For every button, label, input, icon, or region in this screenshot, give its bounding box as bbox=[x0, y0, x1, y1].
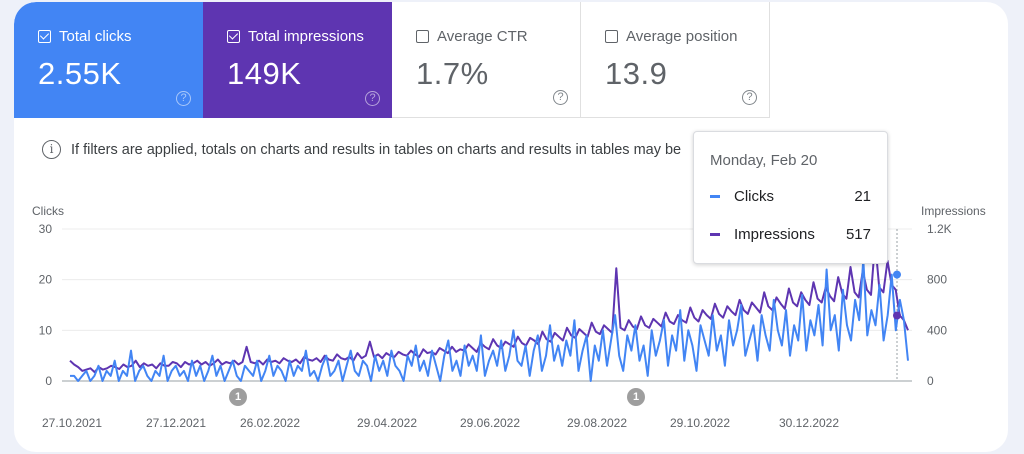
checkbox-unchecked-icon[interactable] bbox=[605, 30, 618, 43]
notice-text: If filters are applied, totals on charts… bbox=[71, 141, 682, 158]
y-tick-label-right: 800 bbox=[927, 273, 947, 287]
tooltip-series-value: 21 bbox=[854, 188, 871, 205]
annotation-marker[interactable]: 1 bbox=[627, 388, 645, 406]
tooltip-series-name: Clicks bbox=[734, 188, 774, 205]
annotation-marker[interactable]: 1 bbox=[229, 388, 247, 406]
x-tick-label: 26.02.2022 bbox=[240, 416, 300, 430]
metric-value: 13.9 bbox=[605, 56, 668, 91]
x-tick-label: 30.12.2022 bbox=[779, 416, 839, 430]
checkbox-unchecked-icon[interactable] bbox=[416, 30, 429, 43]
tooltip-series-name: Impressions bbox=[734, 226, 815, 243]
help-icon[interactable]: ? bbox=[365, 91, 380, 106]
metric-total-clicks[interactable]: Total clicks 2.55K ? bbox=[14, 2, 203, 118]
x-tick-label: 29.08.2022 bbox=[567, 416, 627, 430]
metric-average-ctr[interactable]: Average CTR 1.7% ? bbox=[392, 2, 581, 118]
tooltip-date: Monday, Feb 20 bbox=[710, 152, 818, 169]
x-tick-label: 27.12.2021 bbox=[146, 416, 206, 430]
metric-total-impressions[interactable]: Total impressions 149K ? bbox=[203, 2, 392, 118]
y-axis-left-title: Clicks bbox=[32, 204, 64, 218]
help-icon[interactable]: ? bbox=[176, 91, 191, 106]
x-tick-label: 27.10.2021 bbox=[42, 416, 102, 430]
checkbox-checked-icon[interactable] bbox=[38, 30, 51, 43]
y-tick-label-right: 400 bbox=[927, 323, 947, 337]
y-axis-right-title: Impressions bbox=[921, 204, 986, 218]
x-tick-label: 29.10.2022 bbox=[670, 416, 730, 430]
x-tick-label: 29.04.2022 bbox=[357, 416, 417, 430]
highlight-point-impressions bbox=[893, 311, 901, 320]
tooltip-row-clicks: Clicks 21 bbox=[710, 188, 871, 205]
y-tick-label-left: 20 bbox=[39, 273, 53, 287]
checkbox-checked-icon[interactable] bbox=[227, 30, 240, 43]
info-icon: i bbox=[42, 140, 61, 159]
y-tick-label-left: 10 bbox=[39, 323, 53, 337]
x-tick-label: 29.06.2022 bbox=[460, 416, 520, 430]
metric-average-position[interactable]: Average position 13.9 ? bbox=[581, 2, 770, 118]
y-tick-label-left: 30 bbox=[39, 222, 53, 236]
help-icon[interactable]: ? bbox=[742, 90, 757, 105]
tooltip-row-impressions: Impressions 517 bbox=[710, 226, 871, 243]
tooltip-series-value: 517 bbox=[845, 226, 871, 243]
metric-label: Average CTR bbox=[437, 28, 528, 45]
y-tick-label-right: 0 bbox=[927, 374, 934, 388]
series-line-clicks bbox=[70, 258, 909, 382]
metric-value: 149K bbox=[227, 56, 302, 91]
chart-tooltip: Monday, Feb 20 Clicks 21 Impressions 517 bbox=[693, 131, 888, 264]
metric-label: Total impressions bbox=[248, 28, 364, 45]
clicks-legend-swatch bbox=[710, 195, 720, 198]
y-tick-label-left: 0 bbox=[45, 374, 52, 388]
filter-notice: i If filters are applied, totals on char… bbox=[42, 140, 681, 159]
help-icon[interactable]: ? bbox=[553, 90, 568, 105]
metric-label: Average position bbox=[626, 28, 738, 45]
impressions-legend-swatch bbox=[710, 233, 720, 236]
highlight-point-clicks bbox=[893, 270, 901, 279]
y-tick-label-right: 1.2K bbox=[927, 222, 952, 236]
metric-value: 1.7% bbox=[416, 56, 489, 91]
metric-value: 2.55K bbox=[38, 56, 122, 91]
metric-label: Total clicks bbox=[59, 28, 132, 45]
